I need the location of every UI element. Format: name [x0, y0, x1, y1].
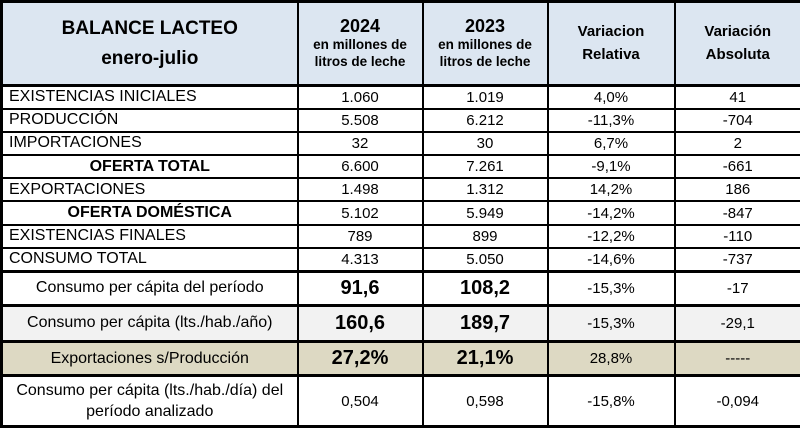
value-2023: 7.261: [421, 154, 549, 180]
row-label: EXPORTACIONES: [0, 177, 299, 203]
value-2023: 0,598: [421, 374, 549, 428]
value-variacion-absoluta: -661: [673, 154, 800, 180]
column-header-variacion-absoluta: Variación Absoluta: [673, 0, 800, 87]
value-2023: 1.019: [421, 84, 549, 110]
value-2023: 5.050: [421, 246, 549, 273]
value-variacion-absoluta: -0,094: [673, 374, 800, 428]
value-variacion-absoluta: 186: [673, 177, 800, 203]
value-2024: 91,6: [296, 269, 424, 307]
row-label: OFERTA TOTAL: [0, 154, 299, 180]
table-row-existencias-iniciales: EXISTENCIAS INICIALES 1.060 1.019 4,0% 4…: [0, 84, 800, 110]
table-row-consumo-per-capita-periodo: Consumo per cápita del período 91,6 108,…: [0, 269, 800, 307]
row-label: Consumo per cápita (lts./hab./año): [0, 303, 299, 343]
value-variacion-absoluta: -29,1: [673, 303, 800, 343]
value-2024: 5.102: [296, 200, 424, 226]
column-header-2023-year: 2023: [464, 15, 506, 36]
value-2023: 30: [421, 130, 549, 157]
value-2024: 27,2%: [296, 340, 424, 377]
row-label: PRODUCCIÓN: [0, 107, 299, 133]
value-2023: 899: [421, 223, 549, 249]
value-variacion-absoluta: -847: [673, 200, 800, 226]
value-2024: 1.060: [296, 84, 424, 110]
value-variacion-absoluta: -737: [673, 246, 800, 273]
value-2024: 5.508: [296, 107, 424, 133]
value-variacion-relativa: -15,3%: [546, 303, 676, 343]
value-variacion-relativa: -11,3%: [546, 107, 676, 133]
table-title-line1: BALANCE LACTEO: [61, 18, 238, 40]
value-2024: 0,504: [296, 374, 424, 428]
value-2024: 1.498: [296, 177, 424, 203]
value-variacion-relativa: -14,6%: [546, 246, 676, 273]
table-row-consumo-per-capita-diario: Consumo per cápita (lts./hab./día) del p…: [0, 374, 800, 428]
table-row-importaciones: IMPORTACIONES 32 30 6,7% 2: [0, 130, 800, 157]
value-2024: 4.313: [296, 246, 424, 273]
value-variacion-absoluta: -110: [673, 223, 800, 249]
value-variacion-relativa: -15,8%: [546, 374, 676, 428]
table-row-oferta-domestica: OFERTA DOMÉSTICA 5.102 5.949 -14,2% -847: [0, 200, 800, 226]
table-row-existencias-finales: EXISTENCIAS FINALES 789 899 -12,2% -110: [0, 223, 800, 249]
row-label: EXISTENCIAS INICIALES: [0, 84, 299, 110]
value-2024: 789: [296, 223, 424, 249]
column-header-variacion-relativa: Variacion Relativa: [546, 0, 676, 87]
value-variacion-relativa: 4,0%: [546, 84, 676, 110]
value-2023: 21,1%: [421, 340, 549, 377]
value-2023: 5.949: [421, 200, 549, 226]
value-variacion-absoluta: -17: [673, 269, 800, 307]
column-header-variacion-relativa-label: Variacion Relativa: [577, 23, 645, 63]
value-variacion-relativa: -14,2%: [546, 200, 676, 226]
value-variacion-absoluta: -704: [673, 107, 800, 133]
value-variacion-relativa: 6,7%: [546, 130, 676, 157]
value-variacion-absoluta: -----: [673, 340, 800, 377]
column-header-2024-unit: en millones de litros de leche: [313, 37, 407, 70]
table-row-consumo-total: CONSUMO TOTAL 4.313 5.050 -14,6% -737: [0, 246, 800, 273]
row-label: IMPORTACIONES: [0, 130, 299, 157]
table-row-consumo-per-capita-anual: Consumo per cápita (lts./hab./año) 160,6…: [0, 303, 800, 343]
value-variacion-relativa: -12,2%: [546, 223, 676, 249]
value-2023: 1.312: [421, 177, 549, 203]
value-variacion-relativa: -9,1%: [546, 154, 676, 180]
column-header-variacion-absoluta-label: Variación Absoluta: [704, 23, 772, 63]
value-variacion-relativa: 28,8%: [546, 340, 676, 377]
value-variacion-relativa: 14,2%: [546, 177, 676, 203]
value-2024: 6.600: [296, 154, 424, 180]
column-header-2024-year: 2024: [339, 15, 381, 36]
value-2023: 6.212: [421, 107, 549, 133]
column-header-2024: 2024 en millones de litros de leche: [296, 0, 424, 87]
value-variacion-relativa: -15,3%: [546, 269, 676, 307]
row-label: Exportaciones s/Producción: [0, 340, 299, 377]
table-row-oferta-total: OFERTA TOTAL 6.600 7.261 -9,1% -661: [0, 154, 800, 180]
value-variacion-absoluta: 41: [673, 84, 800, 110]
header-row: BALANCE LACTEO enero-julio 2024 en millo…: [0, 0, 800, 87]
table-row-produccion: PRODUCCIÓN 5.508 6.212 -11,3% -704: [0, 107, 800, 133]
table-row-exportaciones: EXPORTACIONES 1.498 1.312 14,2% 186: [0, 177, 800, 203]
table-title-line2: enero-julio: [101, 47, 199, 69]
column-header-2023: 2023 en millones de litros de leche: [421, 0, 549, 87]
table-title-cell: BALANCE LACTEO enero-julio: [0, 0, 299, 87]
row-label: Consumo per cápita del período: [0, 269, 299, 307]
value-variacion-absoluta: 2: [673, 130, 800, 157]
table-row-exportaciones-sobre-produccion: Exportaciones s/Producción 27,2% 21,1% 2…: [0, 340, 800, 377]
row-label: Consumo per cápita (lts./hab./día) del p…: [0, 374, 299, 428]
row-label: OFERTA DOMÉSTICA: [0, 200, 299, 226]
value-2024: 160,6: [296, 303, 424, 343]
row-label: EXISTENCIAS FINALES: [0, 223, 299, 249]
row-label: CONSUMO TOTAL: [0, 246, 299, 273]
value-2023: 108,2: [421, 269, 549, 307]
column-header-2023-unit: en millones de litros de leche: [438, 37, 532, 70]
value-2023: 189,7: [421, 303, 549, 343]
value-2024: 32: [296, 130, 424, 157]
